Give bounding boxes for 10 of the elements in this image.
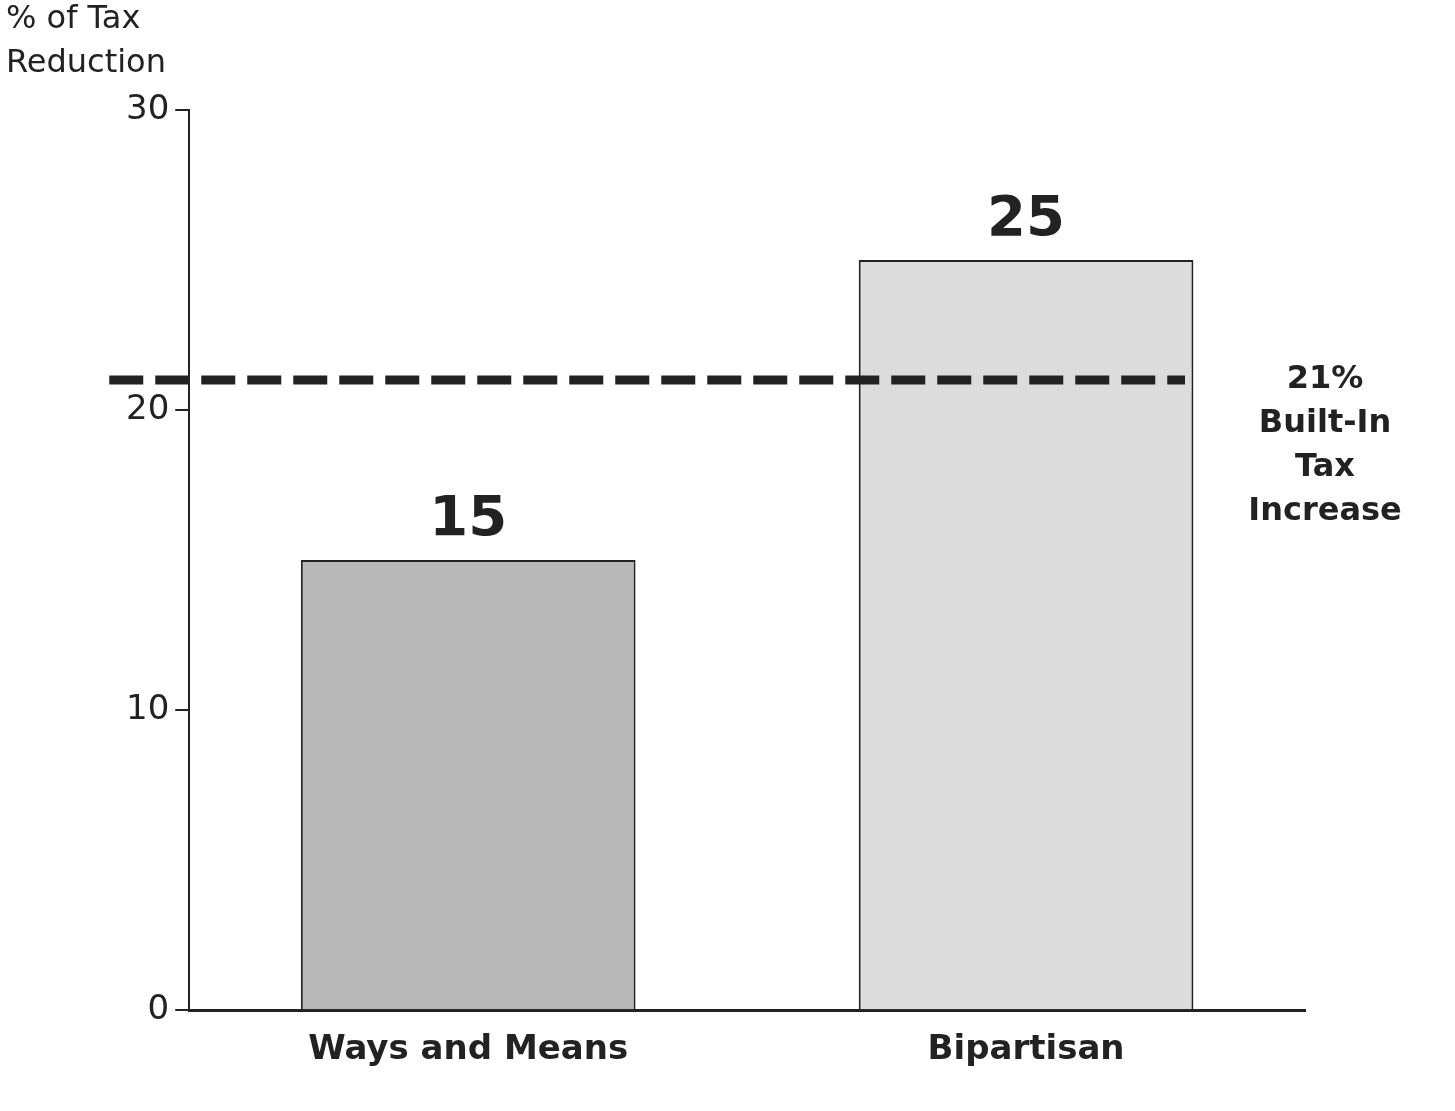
y-tick-label: 0: [147, 987, 170, 1028]
y-axis-title: % of Tax Reduction: [6, 0, 166, 81]
ref-line-label: 21% Built-In Tax Increase: [1248, 358, 1402, 529]
x-tick-label: Bipartisan: [927, 1027, 1125, 1068]
y-tick-label: 10: [126, 686, 170, 727]
x-tick-label: Ways and Means: [308, 1027, 629, 1068]
y-tick-label: 30: [126, 86, 170, 127]
y-tick-label: 20: [126, 386, 170, 427]
data-label: 15: [429, 482, 508, 548]
data-label: 25: [987, 182, 1066, 248]
